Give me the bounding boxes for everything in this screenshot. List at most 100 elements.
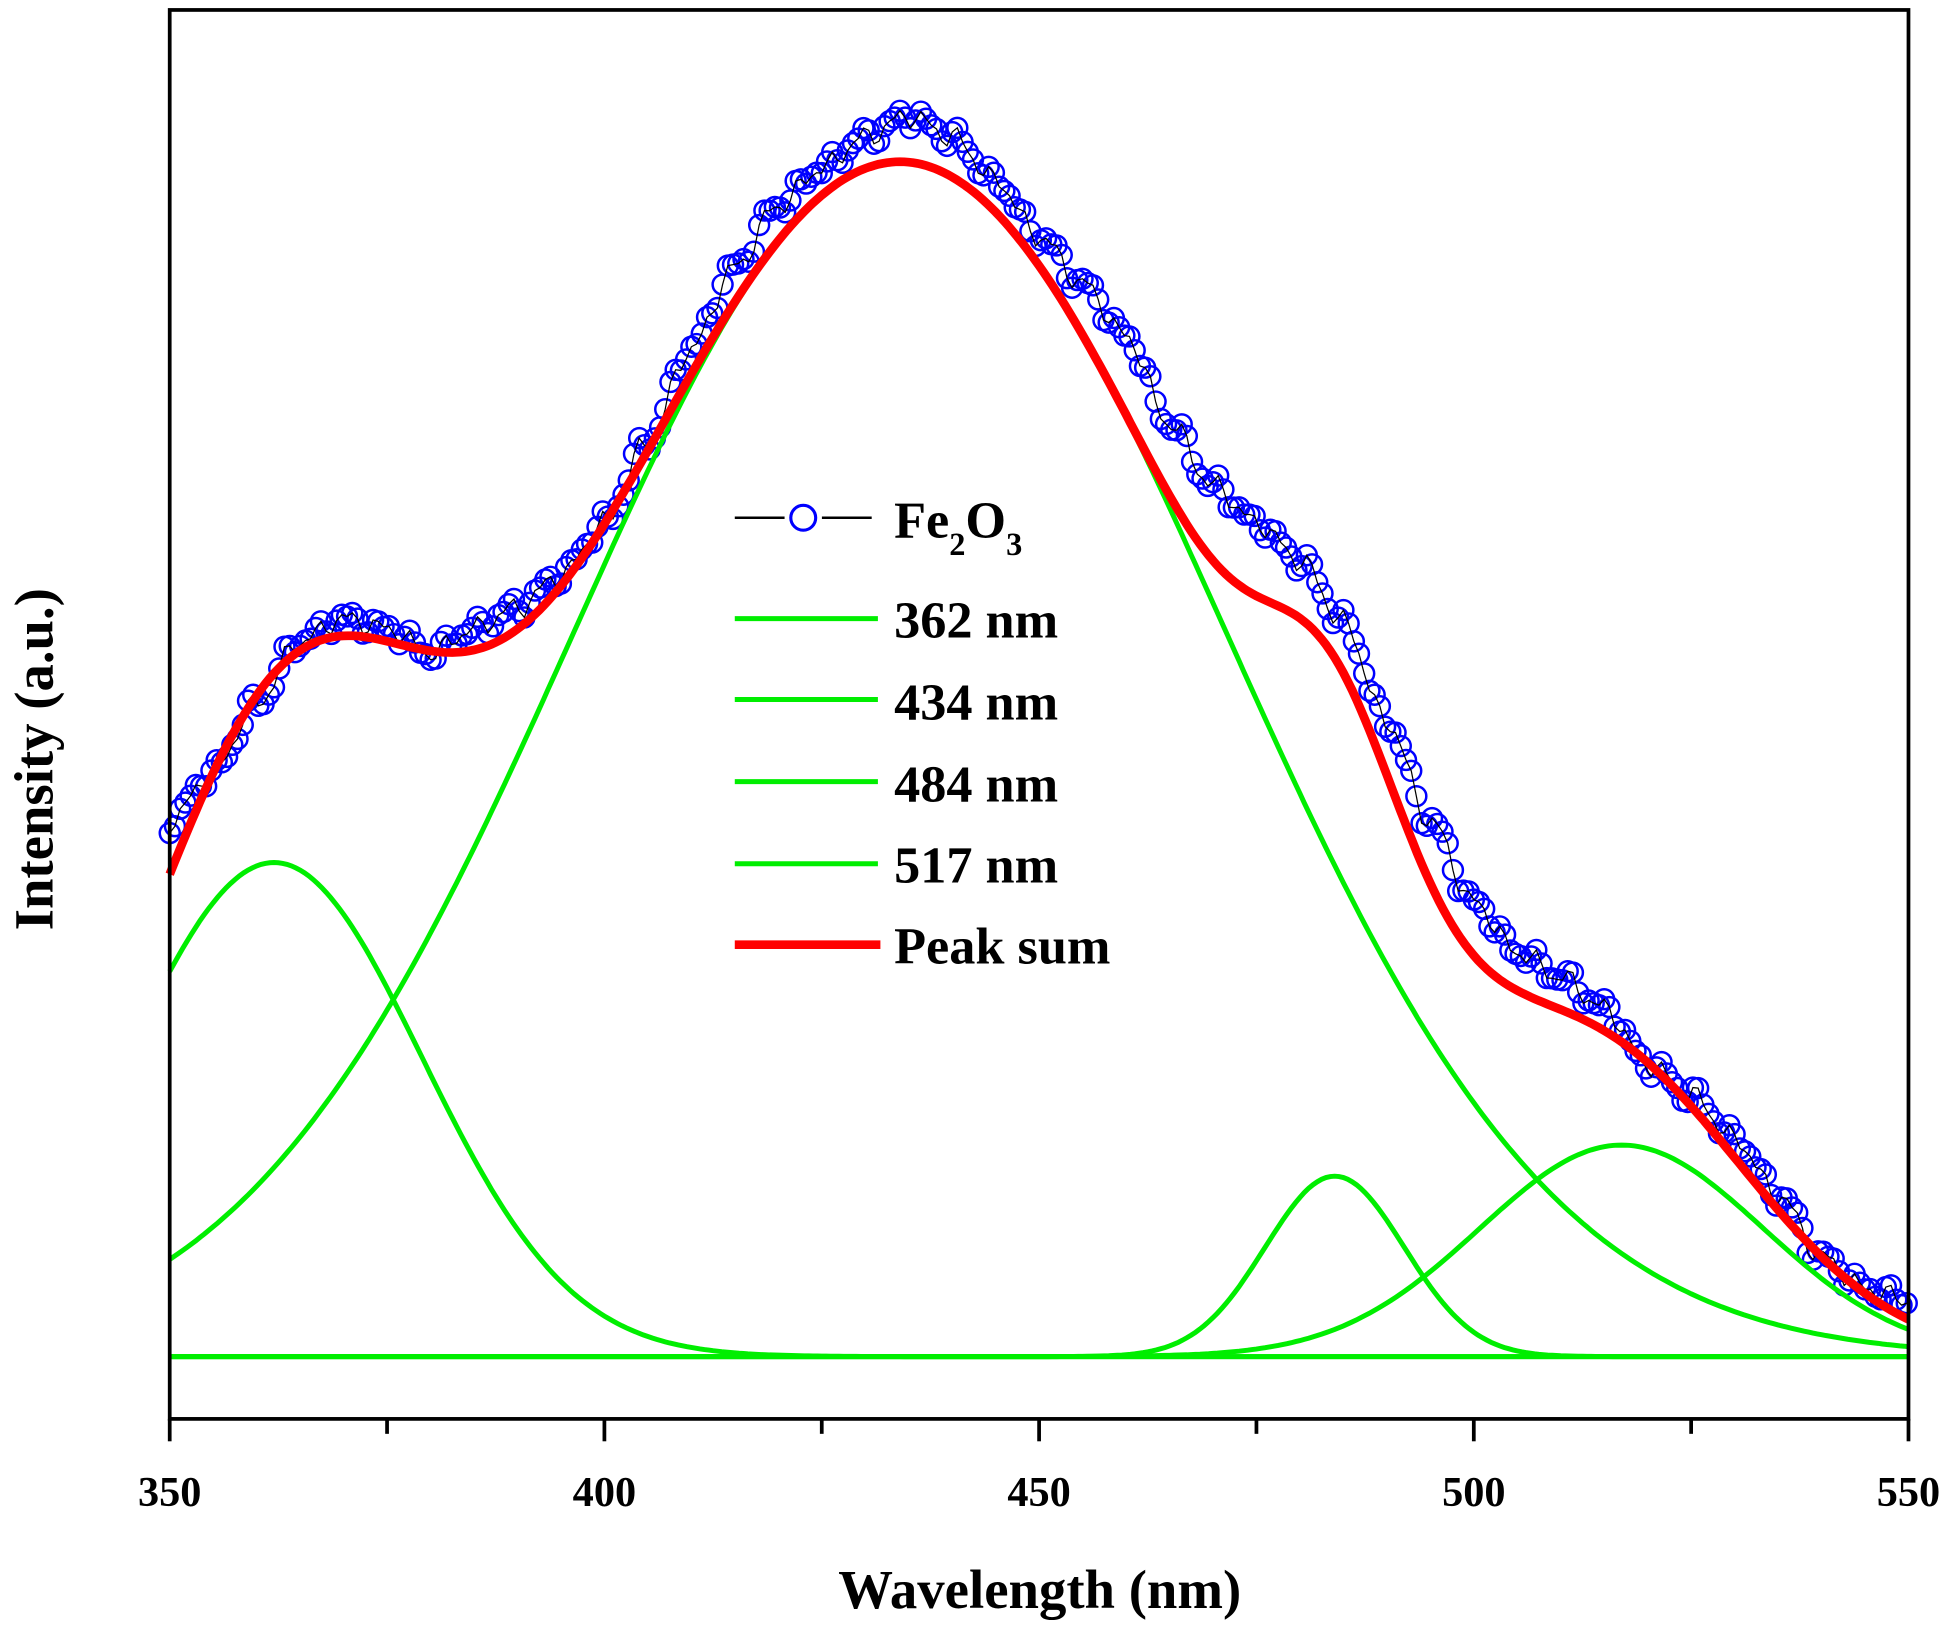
data-point — [341, 601, 364, 625]
legend-item-fe2o3: Fe2O3 — [734, 492, 1022, 562]
data-point — [1243, 504, 1266, 528]
data-point — [758, 199, 781, 222]
data-point — [1175, 424, 1199, 448]
data-point — [1754, 1163, 1778, 1186]
data-point — [1436, 832, 1459, 855]
data-point — [982, 161, 1006, 184]
data-point — [1431, 820, 1454, 843]
legend-item-484: 484 nm — [734, 756, 1058, 814]
legend-item-517: 517 nm — [734, 836, 1058, 894]
data-point — [935, 134, 959, 158]
x-tick-label: 350 — [138, 1469, 201, 1516]
data-point — [481, 615, 505, 638]
data-point — [1384, 721, 1407, 744]
data-point — [1081, 274, 1105, 297]
data-point — [1525, 938, 1548, 962]
data-point — [549, 572, 573, 595]
data-point — [742, 240, 766, 263]
legend-marker-circle — [789, 503, 818, 532]
legend-item-434: 434 nm — [734, 673, 1058, 731]
fe2o3-series — [158, 99, 1918, 1317]
data-point — [268, 657, 291, 680]
data-point — [1389, 734, 1412, 758]
data-point — [800, 165, 823, 188]
peak-curve-484 — [169, 1173, 1909, 1360]
data-point — [1394, 748, 1418, 772]
data-point — [1264, 520, 1287, 543]
peak-curve-434 — [168, 159, 1909, 1350]
data-point — [1441, 858, 1465, 882]
data-point — [1180, 450, 1204, 473]
data-point — [518, 591, 541, 614]
data-point — [1170, 413, 1193, 436]
data-point — [1118, 325, 1141, 348]
data-point — [1660, 1071, 1684, 1094]
legend-label-362: 362 nm — [894, 591, 1058, 649]
data-point — [920, 114, 943, 137]
legend: Fe2O3 362 nm 434 nm 484 nm 517 nm Peak s… — [734, 492, 1110, 975]
data-point — [1624, 1039, 1647, 1063]
data-point — [977, 155, 1000, 178]
data-point — [831, 151, 854, 175]
data-point — [335, 605, 359, 628]
data-point — [1233, 503, 1256, 526]
data-point — [1686, 1076, 1710, 1100]
data-point — [1530, 952, 1553, 975]
x-axis-title: Wavelength (nm) — [838, 1559, 1241, 1620]
data-point — [1373, 715, 1397, 738]
peak-sum-curve — [165, 157, 1911, 1324]
data-point — [1629, 1044, 1652, 1067]
data-point — [701, 302, 724, 325]
data-point — [1139, 365, 1162, 388]
legend-label-517: 517 nm — [894, 836, 1058, 894]
data-point — [1786, 1201, 1809, 1224]
legend-label-peak-sum: Peak sum — [894, 917, 1110, 975]
legend-label-434: 434 nm — [894, 673, 1058, 731]
data-point — [581, 531, 604, 554]
x-tick-label: 450 — [1007, 1469, 1070, 1516]
data-point — [1499, 939, 1522, 962]
data-point — [747, 213, 771, 237]
peak-curve-517 — [169, 1142, 1910, 1360]
data-point — [993, 179, 1016, 203]
data-point — [1306, 571, 1329, 594]
data-point — [398, 619, 421, 642]
data-point — [946, 116, 969, 140]
data-point — [1207, 464, 1230, 487]
fe2o3-line — [169, 109, 1907, 1306]
legend-label-484: 484 nm — [894, 756, 1058, 814]
data-point — [1509, 944, 1532, 968]
data-point — [1358, 679, 1381, 702]
data-point — [1363, 683, 1386, 706]
data-point — [727, 252, 750, 275]
x-tick-label: 400 — [573, 1469, 636, 1516]
x-ticks: 350 400 450 500 550 — [138, 1418, 1940, 1516]
data-point — [1097, 311, 1120, 334]
data-point — [367, 610, 390, 633]
data-point — [1780, 1196, 1804, 1219]
data-point — [810, 161, 833, 185]
data-point — [1405, 784, 1428, 808]
data-point — [867, 129, 891, 153]
x-tick-label: 500 — [1442, 1469, 1505, 1516]
data-point — [1749, 1157, 1772, 1181]
y-axis-title: Intensity (a.u.) — [4, 588, 65, 930]
data-point — [1290, 554, 1313, 578]
data-point — [1733, 1140, 1757, 1163]
legend-item-362: 362 nm — [734, 591, 1058, 649]
x-tick-label: 550 — [1877, 1469, 1940, 1516]
data-point — [1311, 582, 1334, 605]
data-point — [1342, 630, 1366, 653]
data-point — [1087, 288, 1110, 311]
data-point — [1332, 598, 1355, 622]
plot-curves — [158, 99, 1918, 1360]
data-point — [1400, 759, 1423, 783]
data-point — [1368, 695, 1392, 718]
data-point — [1879, 1274, 1903, 1297]
legend-item-peak-sum: Peak sum — [734, 917, 1110, 975]
data-point — [1285, 559, 1308, 582]
data-point — [502, 587, 526, 611]
data-point — [1050, 243, 1073, 267]
